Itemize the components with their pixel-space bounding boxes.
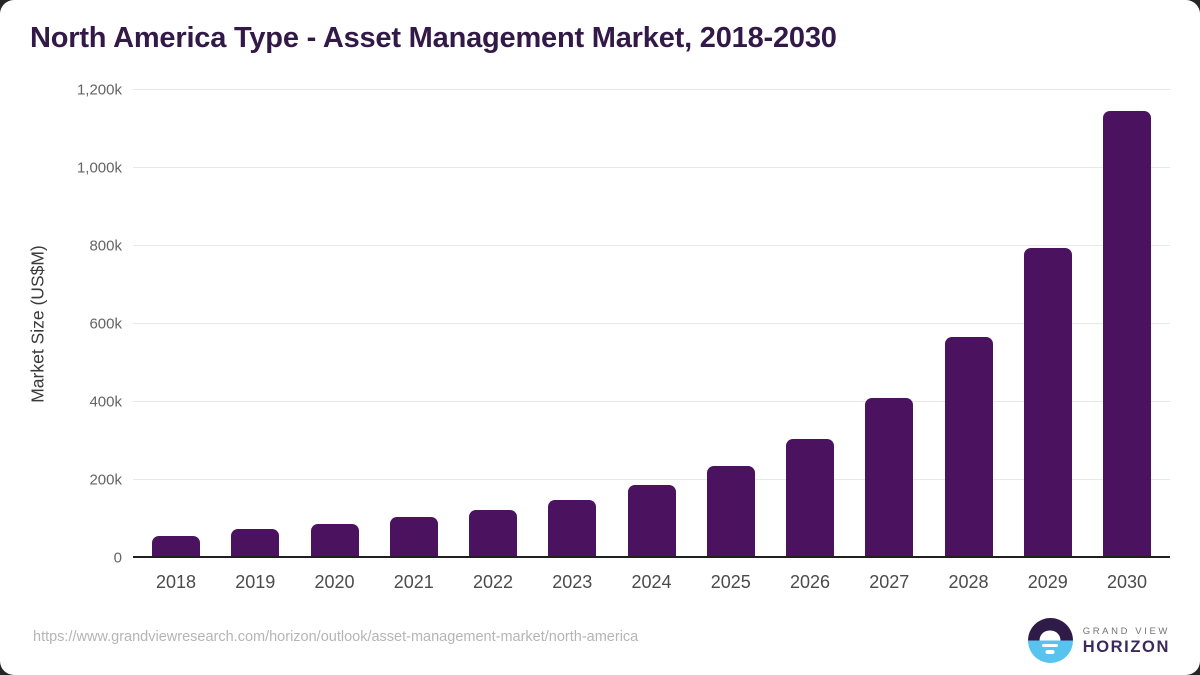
horizon-stripe-2 [1045,650,1055,654]
bar-2025[interactable] [706,465,755,558]
logo-product-line: HORIZON [1082,638,1170,656]
bar-2027[interactable] [865,397,914,558]
x-tick-label-2022: 2022 [472,572,514,592]
y-gridline-600k [133,323,1170,324]
bar-2022[interactable] [469,509,517,558]
bar-2024[interactable] [627,485,676,558]
x-tick-label-2024: 2024 [631,572,672,592]
x-tick-label-2021: 2021 [393,572,434,592]
y-gridline-200k [133,479,1170,481]
y-gridline-800k [133,245,1170,247]
bar-2030[interactable] [1103,111,1151,558]
x-tick-label-2026: 2026 [789,572,831,592]
bar-2029[interactable] [1023,247,1072,558]
y-tick-label-0: 0 [113,549,122,567]
y-tick-label-400k: 400k [89,393,122,411]
y-tick-label-600k: 600k [89,315,122,333]
y-tick-labels: 0 200k 400k 600k 800k 1,000k 1,200k [0,82,122,567]
bar-2026[interactable] [786,438,834,558]
y-tick-label-800k: 800k [89,237,122,255]
bar-2019[interactable] [231,529,280,558]
x-tick-label-2020: 2020 [314,572,355,592]
x-tick-label-2025: 2025 [710,572,751,592]
y-tick-label-200k: 200k [89,471,122,489]
y-tick-label-1,000k: 1,000k [76,159,122,177]
y-gridline-400k [133,401,1170,403]
bar-2018[interactable] [152,536,200,558]
x-tick-label-2023: 2023 [552,572,593,592]
bar-2023[interactable] [548,499,597,558]
x-tick-label-2018: 2018 [155,572,197,592]
bar-2028[interactable] [944,337,993,558]
x-tick-label-2028: 2028 [948,572,989,592]
chart-title: North America Type - Asset Management Ma… [30,22,837,54]
x-tick-label-2030: 2030 [1106,572,1148,592]
logo-text: GRAND VIEW HORIZON [1083,625,1170,656]
bar-2021[interactable] [389,517,438,558]
horizon-stripe-1 [1042,643,1059,647]
y-gridline-1,000k [133,167,1170,168]
source-url: https://www.grandviewresearch.com/horizo… [33,629,639,645]
x-tick-labels: 2018 2019 2020 2021 2022 2023 2024 2025 2026 2027… [133,572,1170,596]
bar-2020[interactable] [310,524,359,558]
logo-brand-line: GRAND VIEW [1082,626,1170,637]
plot-area [133,89,1170,558]
x-tick-label-2027: 2027 [869,572,910,592]
grand-view-horizon-logo: GRAND VIEW HORIZON [1027,618,1170,663]
horizon-sunrise-icon [1027,618,1073,663]
x-axis-line [133,556,1170,558]
y-gridline-1,200k [133,89,1170,90]
y-tick-label-1,200k: 1,200k [76,81,122,99]
x-tick-label-2019: 2019 [235,572,276,592]
x-tick-label-2029: 2029 [1027,572,1068,592]
sun-dome-shape [1039,630,1061,641]
